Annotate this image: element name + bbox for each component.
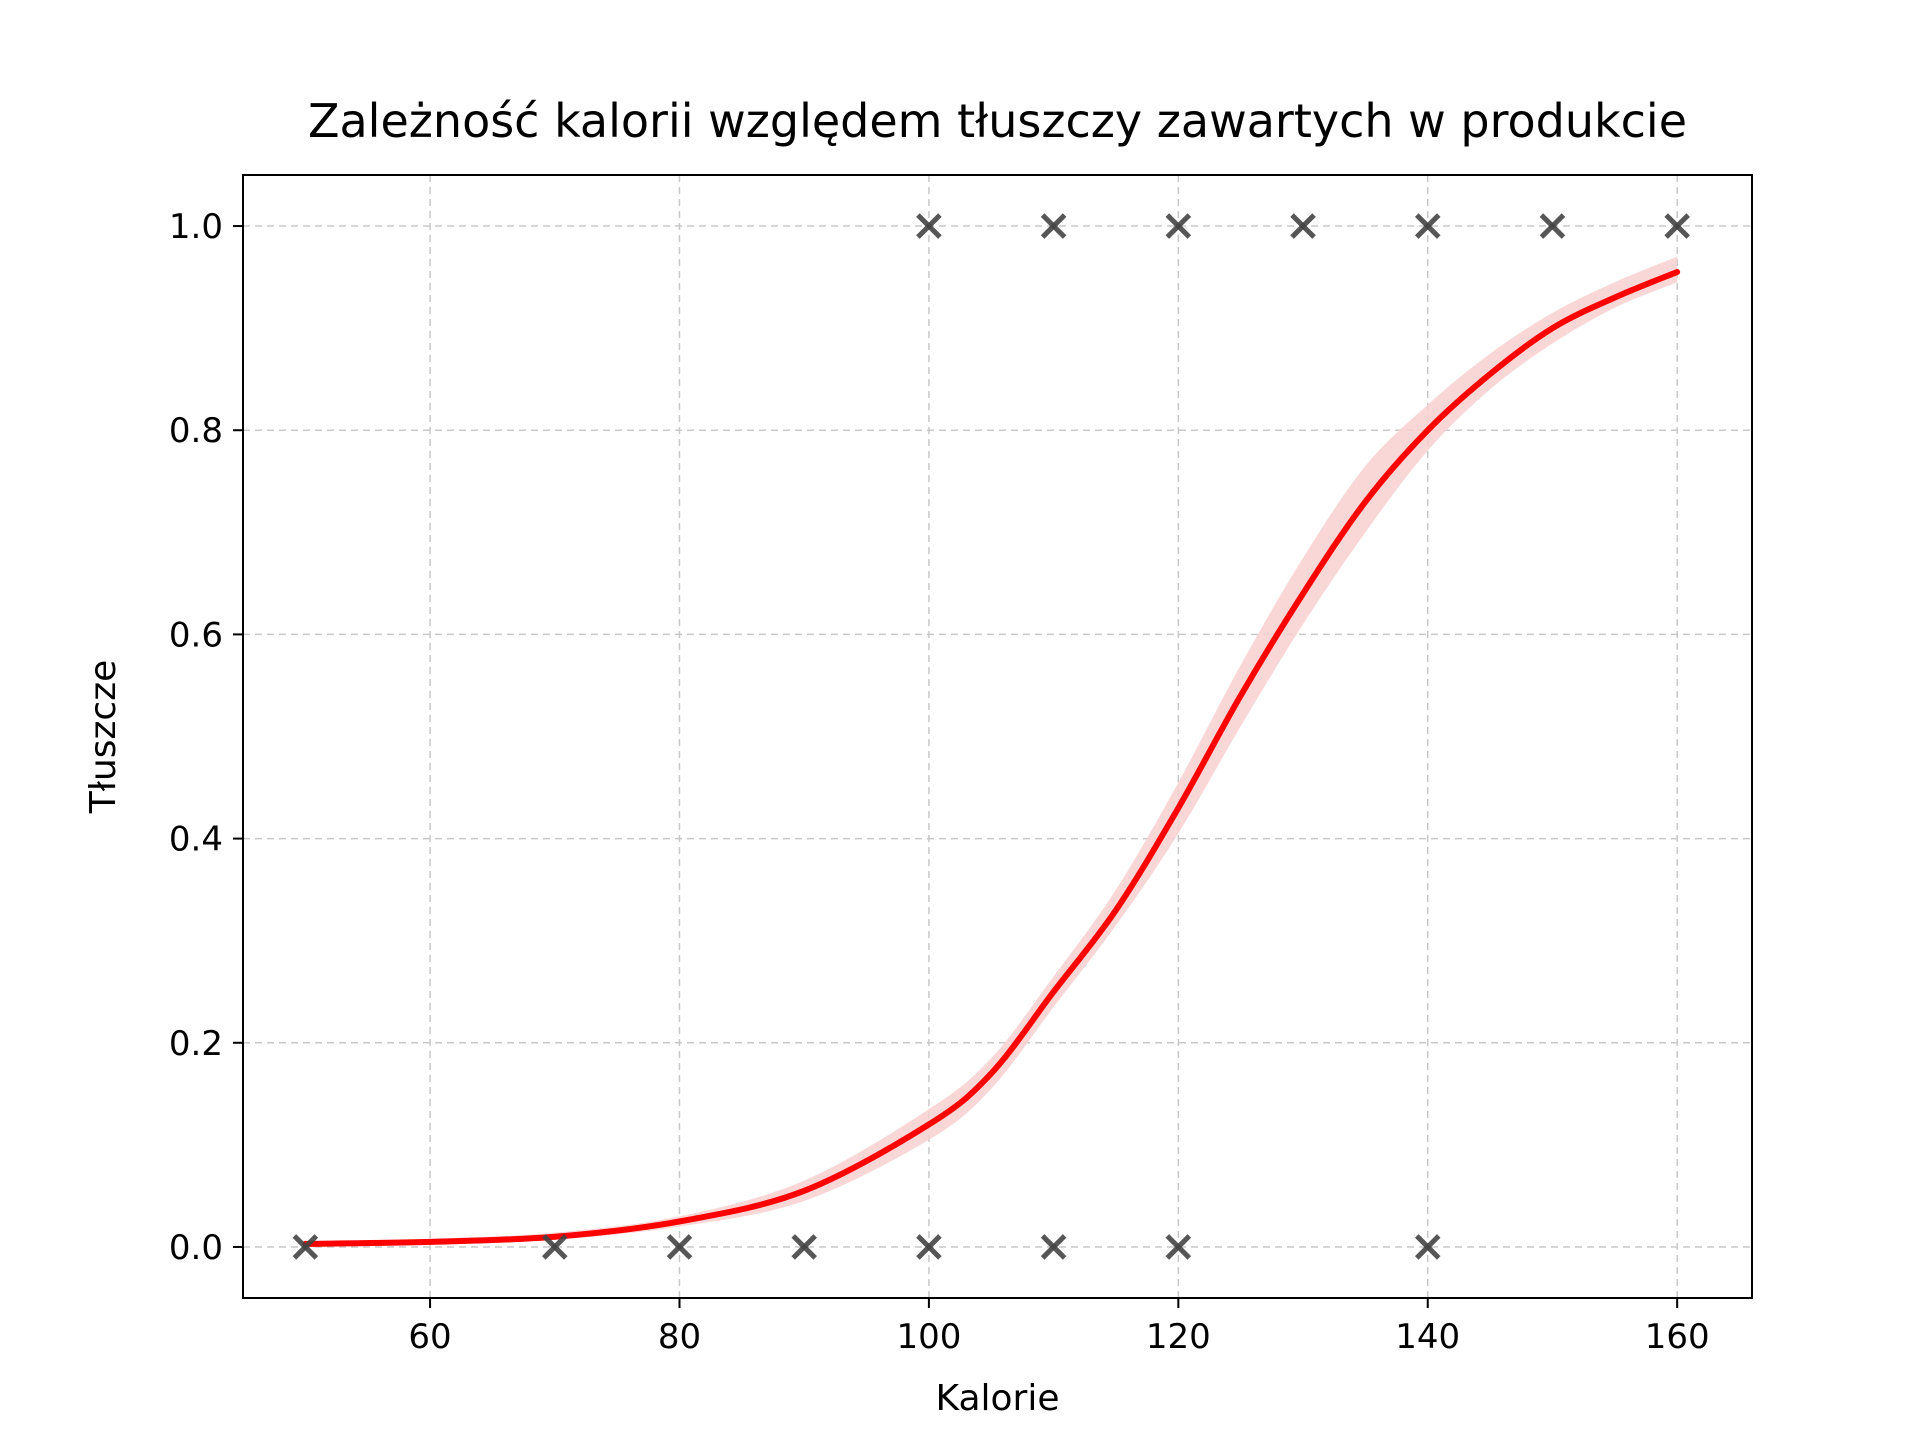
x-tick-label: 160 [1645,1317,1710,1357]
data-point-marker [916,213,942,239]
fit-line [302,268,1681,1247]
marker-stroke [1040,213,1067,239]
marker-stroke [542,1234,568,1260]
x-tick-label: 60 [408,1317,451,1357]
y-tick-label: 0.0 [169,1228,223,1268]
marker-stroke [1539,213,1566,239]
x-axis-label: Kalorie [935,1378,1059,1419]
y-tick-label: 1.0 [169,207,223,247]
data-point-marker [292,1234,319,1260]
marker-stroke [1290,213,1316,239]
marker-stroke [791,1234,817,1260]
marker-stroke [1165,1234,1192,1260]
data-point-marker [791,1234,817,1260]
data-point-marker [666,1234,693,1260]
x-tick-label: 100 [896,1317,961,1357]
data-point-marker [1040,213,1067,239]
x-axis-ticks: 60 80 100 120 140 160 [408,1298,1710,1357]
marker-stroke [666,1234,693,1260]
logistic-fit-line [302,268,1681,1247]
data-point-marker [1414,1234,1441,1260]
x-tick-label: 140 [1395,1317,1460,1357]
y-tick-label: 0.6 [169,615,223,655]
plot-frame [242,174,1753,1299]
data-point-marker [1165,1234,1192,1260]
data-point-marker [1290,213,1316,239]
marker-stroke [1664,213,1690,239]
marker-stroke [1165,213,1192,239]
y-tick-label: 0.8 [169,411,223,451]
y-tick-label: 0.4 [169,820,223,860]
y-tick-label: 0.2 [169,1024,223,1064]
data-point-marker [916,1234,942,1260]
data-point-marker [542,1234,568,1260]
marker-stroke [292,1234,319,1260]
data-point-marker [1414,213,1441,239]
data-point-marker [1664,213,1690,239]
data-points [292,213,1690,1260]
y-axis-label: Tłuszcze [83,660,124,815]
marker-stroke [916,1234,942,1260]
marker-stroke [1414,213,1441,239]
chart-title: Zależność kalorii względem tłuszczy zawa… [308,94,1687,148]
marker-stroke [916,213,942,239]
x-tick-label: 120 [1146,1317,1211,1357]
data-point-marker [1539,213,1566,239]
data-point-marker [1165,213,1192,239]
marker-stroke [1414,1234,1441,1260]
data-point-marker [1040,1234,1067,1260]
x-tick-label: 80 [658,1317,701,1357]
marker-stroke [1040,1234,1067,1260]
y-axis-ticks: 0.0 0.2 0.4 0.6 0.8 1.0 [169,207,243,1268]
